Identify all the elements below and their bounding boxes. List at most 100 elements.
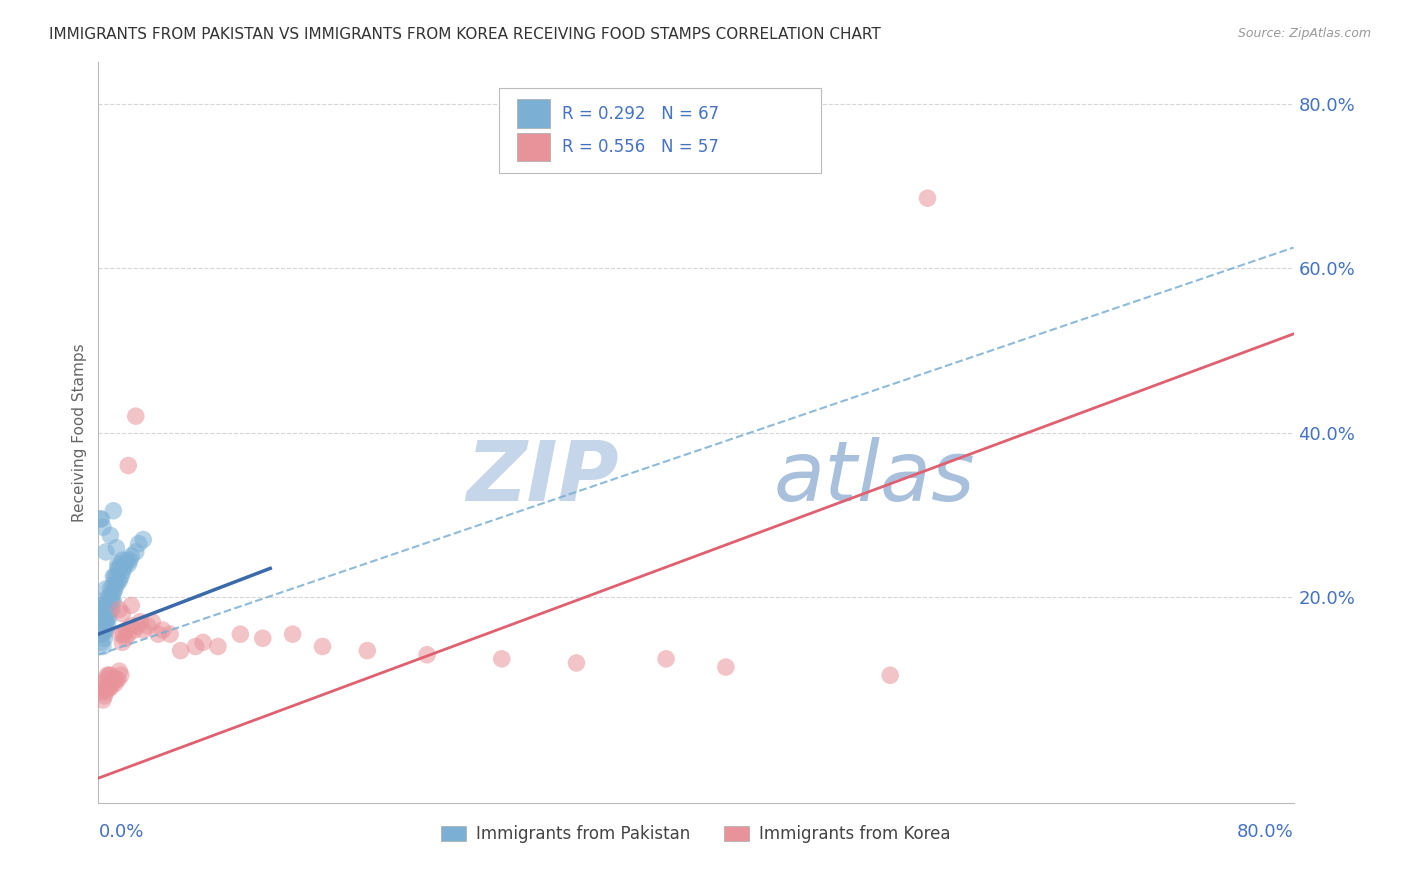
Text: R = 0.292   N = 67: R = 0.292 N = 67	[562, 104, 720, 122]
FancyBboxPatch shape	[499, 88, 821, 173]
Point	[111, 607, 134, 621]
Point	[90, 610, 112, 624]
Point	[96, 681, 118, 695]
Text: Source: ZipAtlas.com: Source: ZipAtlas.com	[1237, 27, 1371, 40]
Point	[112, 627, 135, 641]
Point	[105, 569, 128, 583]
Point	[132, 623, 155, 637]
Point	[96, 619, 118, 633]
Point	[120, 549, 142, 563]
Point	[120, 599, 142, 613]
Point	[136, 619, 159, 633]
Point	[107, 561, 129, 575]
Point	[90, 512, 112, 526]
Point	[655, 652, 678, 666]
Point	[103, 594, 125, 608]
Point	[94, 545, 117, 559]
Point	[111, 566, 134, 580]
Text: 80.0%: 80.0%	[1237, 823, 1294, 841]
Point	[159, 627, 181, 641]
Point	[91, 640, 114, 654]
Point	[120, 619, 142, 633]
Point	[98, 681, 122, 695]
Point	[96, 602, 118, 616]
Point	[94, 607, 117, 621]
Y-axis label: Receiving Food Stamps: Receiving Food Stamps	[72, 343, 87, 522]
Point	[124, 623, 146, 637]
Point	[110, 668, 132, 682]
Point	[152, 623, 174, 637]
Point	[94, 685, 117, 699]
Point	[98, 668, 122, 682]
Point	[879, 668, 901, 682]
Point	[127, 619, 149, 633]
Point	[416, 648, 439, 662]
Point	[104, 569, 127, 583]
Point	[311, 640, 333, 654]
Point	[103, 586, 125, 600]
Point	[93, 623, 115, 637]
Point	[125, 409, 148, 424]
Point	[89, 602, 111, 616]
Point	[107, 574, 129, 588]
Point	[714, 660, 737, 674]
Point	[108, 574, 131, 588]
Point	[93, 615, 115, 629]
Point	[111, 635, 134, 649]
Point	[94, 623, 117, 637]
Point	[129, 615, 152, 629]
Point	[97, 590, 120, 604]
Point	[105, 541, 128, 555]
Point	[108, 664, 131, 678]
Point	[105, 673, 128, 687]
Point	[91, 520, 114, 534]
Point	[91, 610, 114, 624]
Point	[111, 553, 134, 567]
Point	[115, 553, 138, 567]
Point	[117, 558, 139, 572]
Point	[117, 458, 139, 473]
Point	[103, 578, 125, 592]
Point	[103, 504, 125, 518]
Point	[97, 681, 120, 695]
Point	[125, 545, 148, 559]
Point	[90, 602, 112, 616]
Point	[108, 602, 131, 616]
Point	[108, 561, 131, 575]
Point	[104, 676, 127, 690]
Point	[98, 528, 122, 542]
Point	[115, 623, 138, 637]
Point	[91, 619, 114, 633]
Point	[105, 578, 128, 592]
Point	[356, 643, 378, 657]
Point	[252, 632, 274, 646]
Point	[89, 594, 111, 608]
Point	[103, 673, 125, 687]
Point	[90, 685, 112, 699]
Point	[101, 676, 124, 690]
Text: atlas: atlas	[773, 436, 976, 517]
Point	[184, 640, 207, 654]
Point	[917, 191, 939, 205]
Point	[97, 668, 120, 682]
Point	[96, 668, 118, 682]
Point	[96, 610, 118, 624]
Point	[89, 512, 111, 526]
Point	[98, 582, 122, 596]
Point	[114, 558, 136, 572]
Point	[89, 615, 111, 629]
Point	[117, 627, 139, 641]
Point	[132, 533, 155, 547]
Text: R = 0.556   N = 57: R = 0.556 N = 57	[562, 138, 718, 156]
Point	[101, 594, 124, 608]
Point	[107, 558, 129, 572]
Point	[107, 673, 129, 687]
Point	[169, 643, 191, 657]
Point	[114, 632, 136, 646]
Point	[110, 558, 132, 572]
Point	[90, 635, 112, 649]
FancyBboxPatch shape	[517, 99, 550, 128]
Legend: Immigrants from Pakistan, Immigrants from Korea: Immigrants from Pakistan, Immigrants fro…	[434, 819, 957, 850]
Point	[94, 673, 117, 687]
Point	[281, 627, 304, 641]
